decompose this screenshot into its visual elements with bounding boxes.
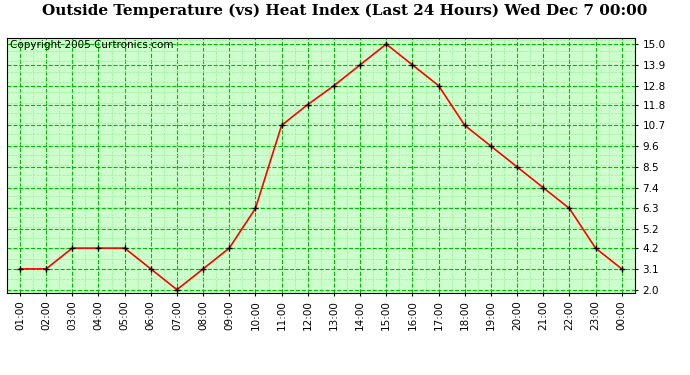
Text: Copyright 2005 Curtronics.com: Copyright 2005 Curtronics.com — [10, 40, 174, 50]
Text: Outside Temperature (vs) Heat Index (Last 24 Hours) Wed Dec 7 00:00: Outside Temperature (vs) Heat Index (Las… — [42, 4, 648, 18]
